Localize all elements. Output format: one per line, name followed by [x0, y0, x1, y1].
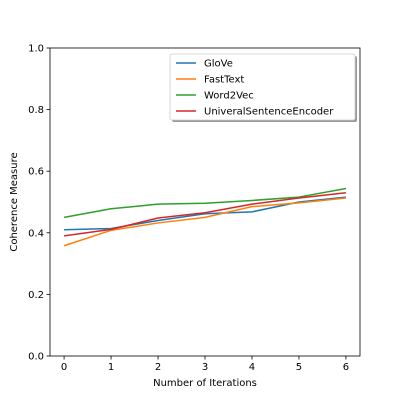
series-line-word2vec: [63, 187, 347, 219]
x-tick-label: 6: [343, 362, 349, 373]
x-tick-label: 0: [61, 362, 67, 373]
x-tick-label: 1: [108, 362, 114, 373]
y-tick-label: 1.0: [28, 44, 44, 55]
series-line-glove: [64, 196, 346, 231]
x-tick-label: 5: [296, 362, 302, 373]
y-tick-label: 0.8: [28, 105, 44, 116]
series-line-fasttext: [63, 197, 346, 247]
legend-label: FastText: [204, 75, 244, 86]
y-axis-label: Coherence Measure: [9, 152, 20, 251]
x-tick-label: 2: [155, 362, 161, 373]
legend: GloVe FastText Word2Vec UniveralSentenceEnc…: [169, 53, 357, 122]
series-line-univeralsentenceencoder: [63, 192, 346, 237]
y-tick-label: 0.0: [28, 352, 44, 363]
x-tick-label: 3: [202, 362, 208, 373]
y-tick-label: 0.6: [28, 167, 44, 178]
legend-label: GloVe: [204, 59, 233, 70]
legend-label: UniveralSentenceEncoder: [204, 107, 334, 118]
legend-box: [169, 53, 356, 121]
y-tick-label: 0.2: [28, 290, 44, 301]
x-axis-label: Number of Iterations: [153, 378, 257, 389]
x-tick-label: 4: [249, 362, 255, 373]
plot-area: 0 1 2 3 4 5 6 0.0 0.2 0.4 0.6 0.8 1.0: [28, 44, 361, 373]
legend-label: Word2Vec: [204, 91, 254, 102]
y-tick-label: 0.4: [28, 228, 44, 239]
